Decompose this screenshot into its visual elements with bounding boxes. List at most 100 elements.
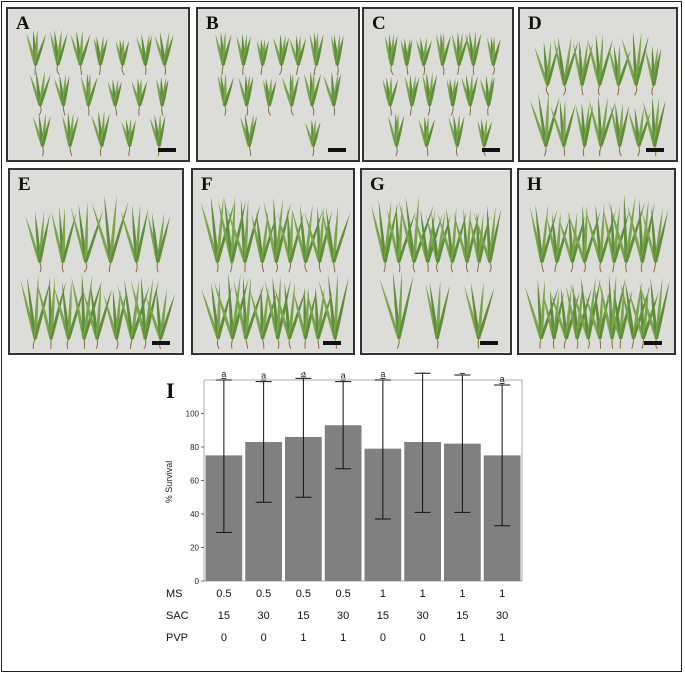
plantlet <box>238 74 254 116</box>
factor-row-value: 1 <box>459 588 465 600</box>
plantlet <box>273 34 290 76</box>
plantlet <box>82 283 112 350</box>
y-tick-label: 20 <box>190 544 199 553</box>
plantlet <box>416 37 432 76</box>
panel-label: C <box>372 13 386 34</box>
plantlet <box>305 119 321 157</box>
error-bar <box>335 381 352 470</box>
plantlet <box>546 212 570 273</box>
plantlet <box>26 29 47 75</box>
plantlet <box>550 99 576 157</box>
plantlet <box>91 195 129 273</box>
plantlet <box>645 45 662 96</box>
error-bar <box>295 377 312 498</box>
plantlet <box>62 112 79 157</box>
scale-bar <box>480 341 498 345</box>
significance-letter: a <box>460 372 465 374</box>
panel-label: B <box>206 13 219 34</box>
factor-row-value: 30 <box>337 610 349 622</box>
plantlet <box>306 286 333 349</box>
plantlet <box>465 30 482 75</box>
plantlet <box>446 77 459 116</box>
chart-panel-label: I <box>166 378 175 403</box>
panel-label: E <box>18 174 31 195</box>
plantlet <box>93 36 108 76</box>
factor-row-value: 0.5 <box>296 588 311 600</box>
plantlet <box>321 204 351 273</box>
scale-bar <box>482 148 500 152</box>
plantlet <box>29 70 51 116</box>
plantlet <box>425 210 451 273</box>
plantlet <box>136 33 153 75</box>
plantlet <box>529 91 560 157</box>
plantlet <box>405 74 420 116</box>
panel-label: G <box>370 174 385 195</box>
y-tick-label: 40 <box>190 510 199 519</box>
plantlet <box>436 32 451 76</box>
plantlet <box>641 205 669 273</box>
panel-label: D <box>528 13 542 34</box>
plantlet <box>240 113 258 157</box>
factor-row-value: 0 <box>420 632 426 644</box>
y-axis-label: % Survival <box>164 461 174 504</box>
factor-row-value: 0.5 <box>335 588 350 600</box>
plantlet <box>575 102 593 157</box>
significance-letter: a <box>261 372 266 381</box>
factor-row-value: 30 <box>496 610 508 622</box>
plantlet <box>251 211 277 273</box>
factor-row-value: 1 <box>380 588 386 600</box>
plantlet <box>217 196 246 273</box>
significance-letter: a <box>221 372 226 379</box>
plantlet <box>131 77 148 116</box>
y-tick-label: 100 <box>186 410 200 419</box>
plantlet <box>384 33 398 76</box>
error-bar <box>494 384 511 527</box>
significance-letter: a <box>500 374 505 384</box>
factor-row-value: 0 <box>380 632 386 644</box>
plantlet <box>464 281 495 349</box>
plantlet <box>282 73 299 116</box>
factor-rows: MS 0.5 0.5 0.5 0.5 1 1 1 1 SAC 15 30 15 30 15 30 15 30 PVP… <box>166 588 508 644</box>
plantlet <box>236 33 251 75</box>
plantlet <box>217 72 234 116</box>
plantlet <box>400 37 413 75</box>
plantlet <box>318 273 349 349</box>
bars: aaaaaaaa <box>205 372 521 581</box>
plantlet <box>156 76 169 116</box>
plantlet <box>534 41 559 96</box>
plantlet <box>121 118 136 157</box>
plantlet <box>524 279 559 349</box>
scale-bar <box>158 148 176 152</box>
plantlet <box>451 31 469 76</box>
panel-label: F <box>201 174 213 195</box>
factor-row-name: SAC <box>166 610 189 622</box>
plantlet <box>264 275 291 349</box>
plantlet <box>566 283 592 349</box>
plantlet <box>477 118 492 157</box>
factor-row-name: MS <box>166 588 183 600</box>
plantlet <box>289 35 307 75</box>
plantlet <box>487 36 501 76</box>
factor-row-value: 15 <box>377 610 389 622</box>
plantlet <box>584 287 610 349</box>
plantlet <box>309 31 324 76</box>
plantlet <box>263 77 277 116</box>
plantlet <box>154 31 174 76</box>
factor-row-name: PVP <box>166 632 188 644</box>
plantlet <box>382 76 399 116</box>
plantlet <box>610 102 630 157</box>
plantlet <box>20 275 51 350</box>
plantlet <box>425 280 451 349</box>
factor-row-value: 0 <box>261 632 267 644</box>
plantlet <box>149 113 166 157</box>
photo-panel-a: A <box>6 7 190 162</box>
error-bar <box>414 372 431 513</box>
photo-panel-g: G <box>360 168 512 355</box>
scale-bar <box>328 148 346 152</box>
plantlet <box>70 30 91 75</box>
plantlet <box>331 33 344 76</box>
plantlet <box>418 115 435 157</box>
scale-bar <box>323 341 341 345</box>
plantlet <box>461 73 478 116</box>
